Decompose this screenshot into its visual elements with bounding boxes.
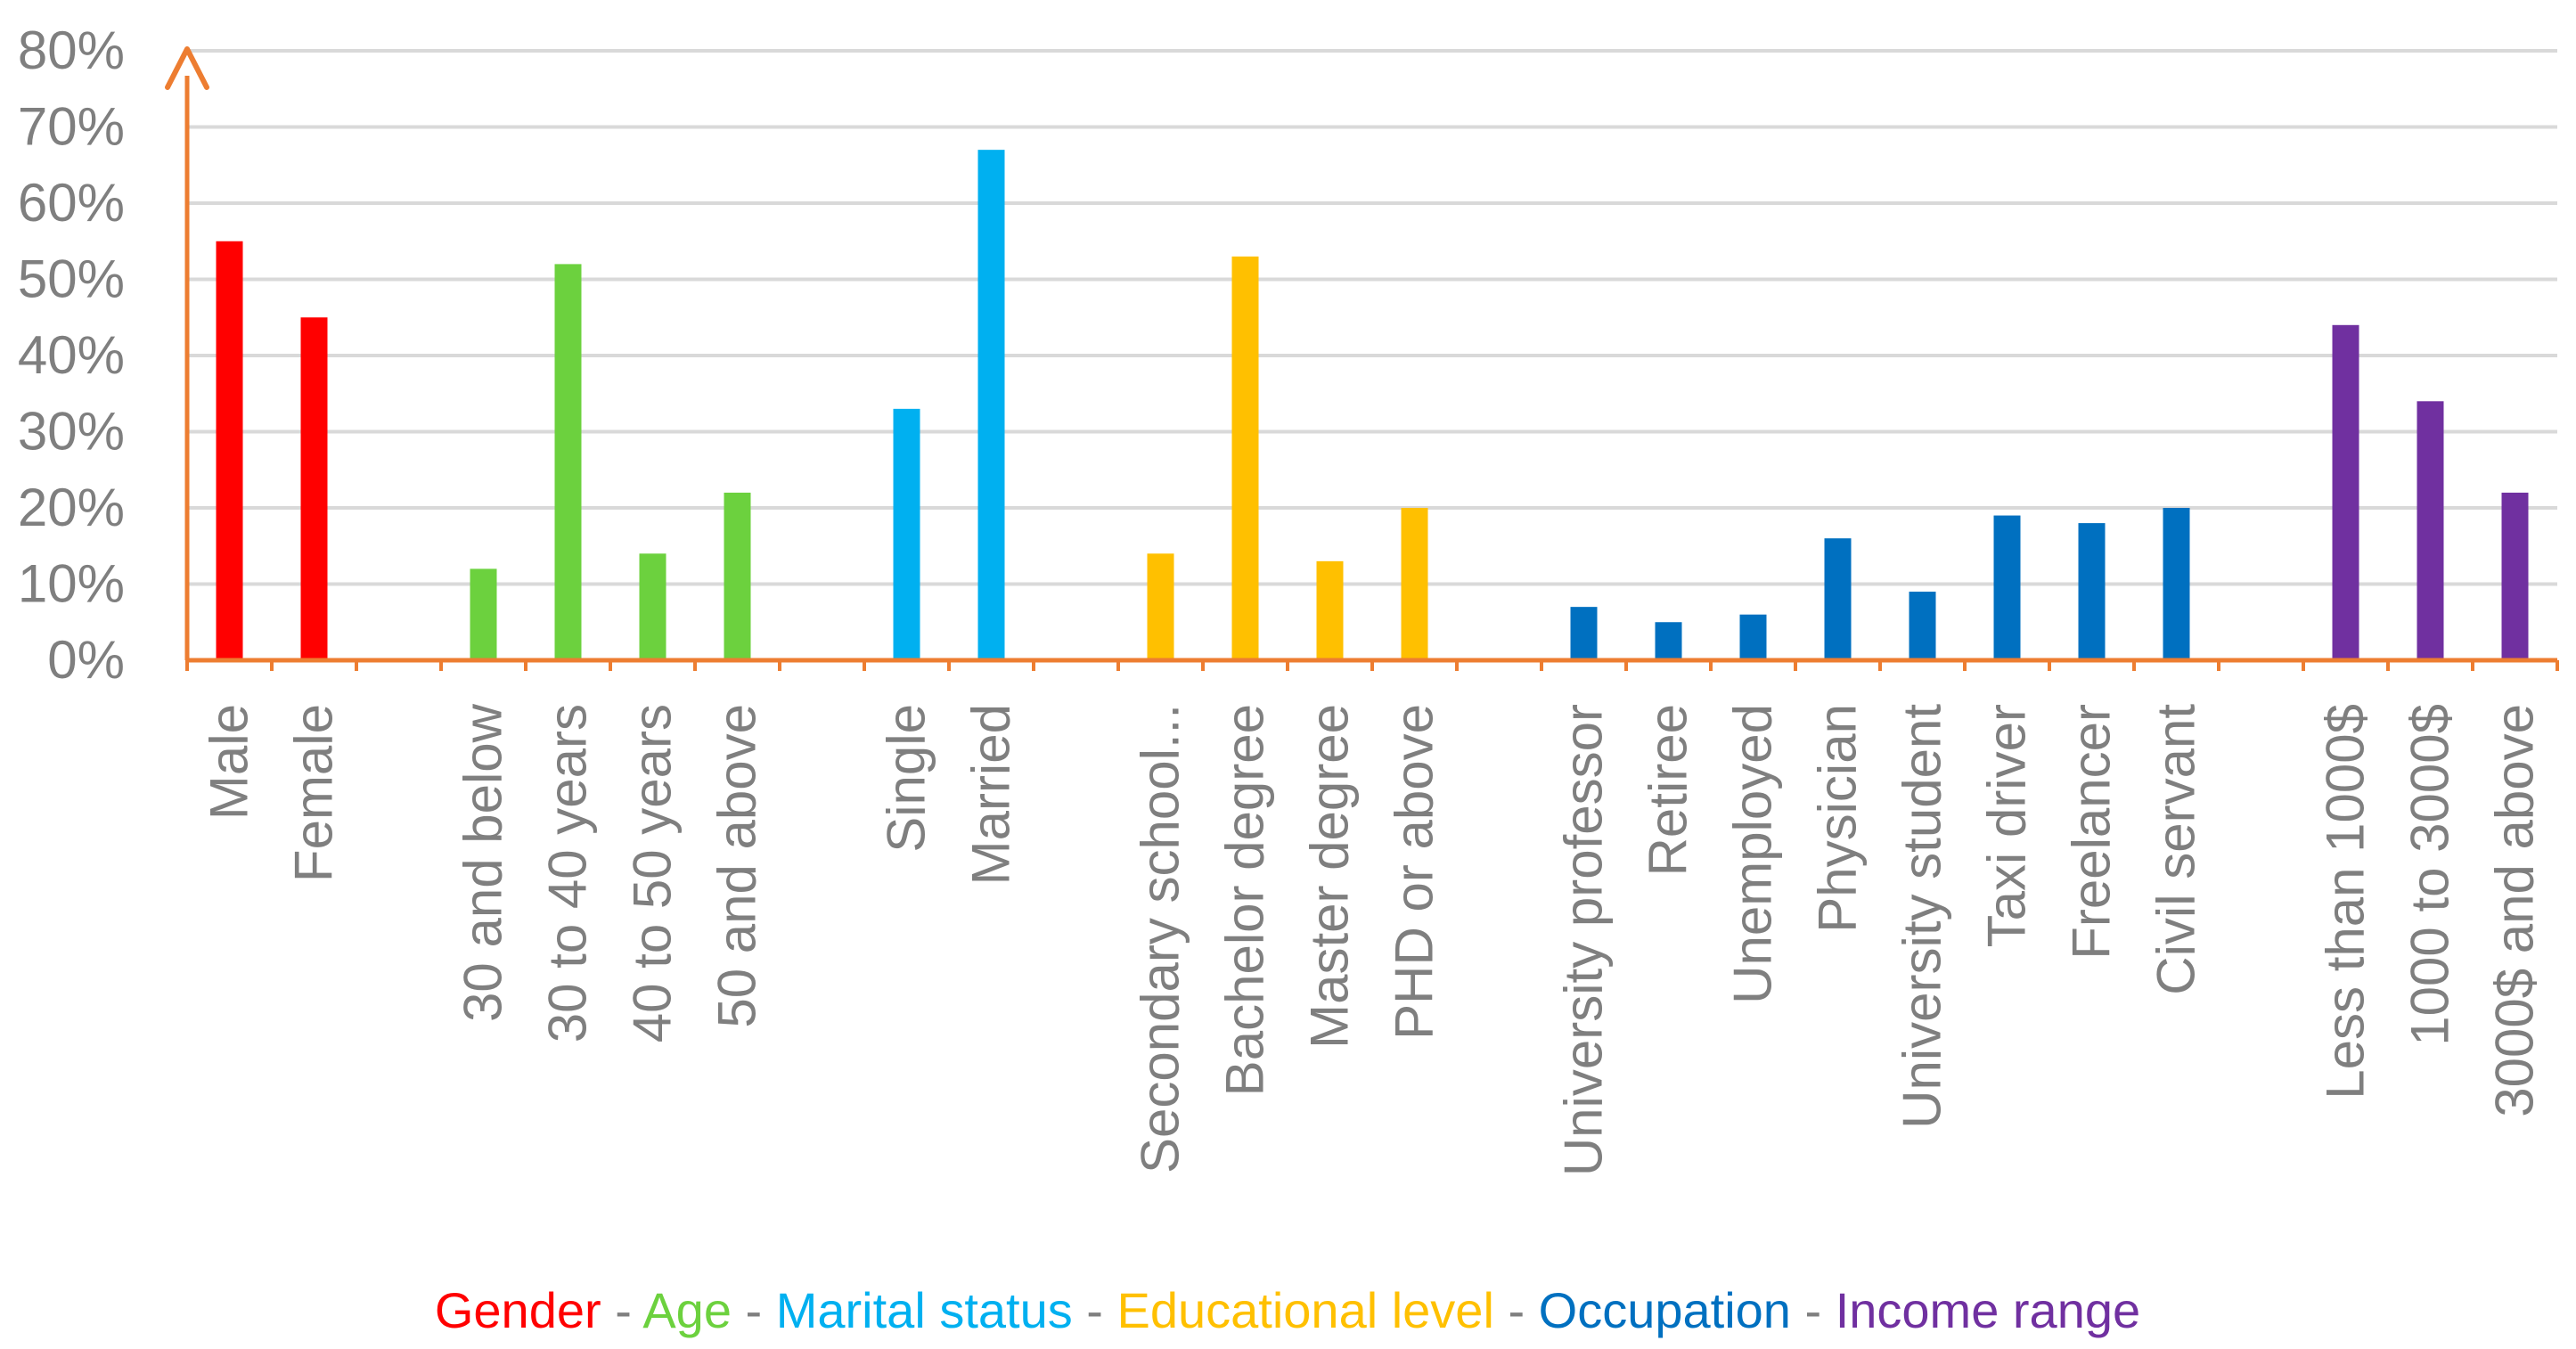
- x-category-label: University professor: [1554, 704, 1614, 1176]
- bar: [639, 553, 666, 660]
- bar: [216, 241, 243, 660]
- x-category-label: Civil servant: [2147, 704, 2206, 995]
- y-tick-label: 30%: [18, 402, 125, 462]
- bar: [977, 150, 1005, 660]
- x-category-label: Unemployed: [1723, 704, 1783, 1004]
- y-tick-label: 0%: [47, 630, 125, 690]
- x-category-label: Married: [961, 704, 1021, 885]
- y-axis-arrow-icon: [165, 46, 209, 90]
- bar: [2332, 324, 2359, 660]
- x-category-label: 40 to 50 years: [623, 704, 683, 1042]
- bar: [1570, 607, 1598, 660]
- y-tick-label: 80%: [18, 20, 125, 80]
- bars: [216, 150, 2529, 660]
- bar: [1824, 538, 1852, 660]
- legend-separator: -: [1791, 1282, 1836, 1338]
- axes: [165, 46, 2559, 671]
- bar: [724, 492, 751, 660]
- legend-entry: Occupation: [1539, 1282, 1791, 1338]
- legend-entry: Educational level: [1117, 1282, 1494, 1338]
- bar: [1316, 560, 1344, 660]
- x-category-label: Female: [284, 704, 344, 882]
- x-category-label: Taxi driver: [1977, 704, 2037, 947]
- y-tick-label: 20%: [18, 478, 125, 537]
- y-tick-label: 10%: [18, 554, 125, 614]
- x-category-label: Freelancer: [2062, 704, 2122, 960]
- legend-entry: Gender: [435, 1282, 601, 1338]
- y-tick-label: 40%: [18, 325, 125, 385]
- x-category-label: Master degree: [1300, 704, 1360, 1049]
- y-tick-label: 50%: [18, 249, 125, 309]
- x-category-label: Less than 1000$: [2316, 704, 2376, 1100]
- bar: [2163, 508, 2190, 660]
- legend-separator: -: [1494, 1282, 1539, 1338]
- legend-entry: Marital status: [776, 1282, 1073, 1338]
- x-category-label: 3000$ and above: [2485, 704, 2545, 1117]
- bar: [1655, 622, 1682, 660]
- legend-entry: Age: [642, 1282, 732, 1338]
- x-category-label: Physician: [1808, 704, 1868, 933]
- bar: [1147, 553, 1174, 660]
- bar: [2078, 523, 2106, 660]
- bar: [470, 568, 497, 660]
- bar: [2417, 401, 2444, 660]
- x-category-label: 50 and above: [707, 704, 767, 1028]
- x-category-label: Secondary school...: [1131, 704, 1190, 1173]
- bar: [1231, 256, 1259, 660]
- x-category-label: Male: [200, 704, 259, 820]
- x-category-labels: Male Female 30 and below 30 to 40 years 40 t…: [200, 703, 2545, 1176]
- gridlines: [187, 49, 2557, 586]
- bar: [2501, 492, 2529, 660]
- legend-separator: -: [732, 1282, 776, 1338]
- x-category-label: Bachelor degree: [1215, 704, 1275, 1096]
- legend: Gender - Age - Marital status - Educatio…: [435, 1282, 2140, 1338]
- x-category-label: Retiree: [1639, 704, 1698, 876]
- legend-separator: -: [1073, 1282, 1117, 1338]
- x-category-label: Single: [877, 704, 936, 853]
- y-tick-labels: 0% 10% 20% 30% 40% 50% 60% 70% 80%: [18, 20, 125, 690]
- bar: [893, 408, 920, 660]
- x-category-label: PHD or above: [1385, 704, 1444, 1040]
- x-category-label: 30 to 40 years: [538, 704, 598, 1042]
- bar: [1739, 614, 1767, 660]
- x-category-label: University student: [1893, 704, 1952, 1129]
- bar: [1909, 592, 1936, 660]
- y-tick-label: 60%: [18, 173, 125, 233]
- y-tick-label: 70%: [18, 97, 125, 157]
- x-category-label: 1000 to 3000$: [2400, 704, 2460, 1046]
- legend-separator: -: [601, 1282, 643, 1338]
- bar: [1401, 508, 1428, 660]
- x-category-label: 30 and below: [454, 703, 513, 1022]
- bar: [1993, 515, 2021, 660]
- legend-entry: Income range: [1836, 1282, 2140, 1338]
- bar: [300, 317, 328, 660]
- bar: [554, 264, 582, 660]
